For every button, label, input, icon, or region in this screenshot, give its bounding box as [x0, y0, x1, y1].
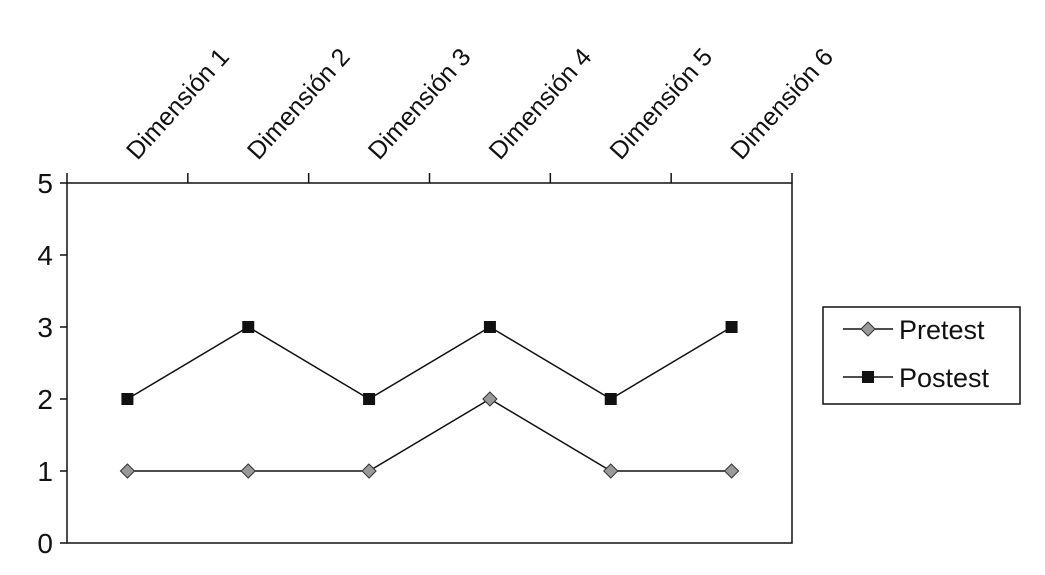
x-tick-label: Dimensión 2 — [242, 43, 356, 165]
y-tick-label: 1 — [37, 456, 53, 487]
y-tick-label: 4 — [37, 240, 53, 271]
legend-marker — [860, 321, 876, 337]
point — [240, 463, 256, 479]
point — [604, 393, 617, 405]
point — [242, 321, 255, 333]
legend-label: Postest — [899, 363, 990, 393]
x-tick-label: Dimensión 4 — [484, 43, 598, 165]
series-line — [127, 398, 732, 472]
series-line — [127, 326, 732, 400]
point — [483, 321, 496, 333]
point — [723, 463, 740, 479]
y-tick-label: 2 — [37, 384, 53, 415]
point — [363, 393, 376, 405]
point — [482, 391, 498, 407]
point — [725, 321, 738, 333]
y-tick-label: 5 — [37, 168, 53, 199]
point — [361, 463, 377, 479]
point — [119, 463, 136, 479]
y-tick-label: 3 — [37, 312, 53, 343]
x-tick-label: Dimensión 6 — [725, 43, 839, 165]
y-tick-label: 0 — [37, 528, 53, 559]
x-tick-label: Dimensión 3 — [363, 43, 477, 165]
x-tick-label: Dimensión 1 — [121, 43, 235, 165]
point — [121, 393, 134, 405]
x-tick-label: Dimensión 5 — [604, 43, 718, 165]
legend-marker — [862, 371, 874, 383]
point — [603, 463, 619, 479]
legend — [822, 306, 1021, 405]
legend-label: Pretest — [899, 315, 985, 345]
